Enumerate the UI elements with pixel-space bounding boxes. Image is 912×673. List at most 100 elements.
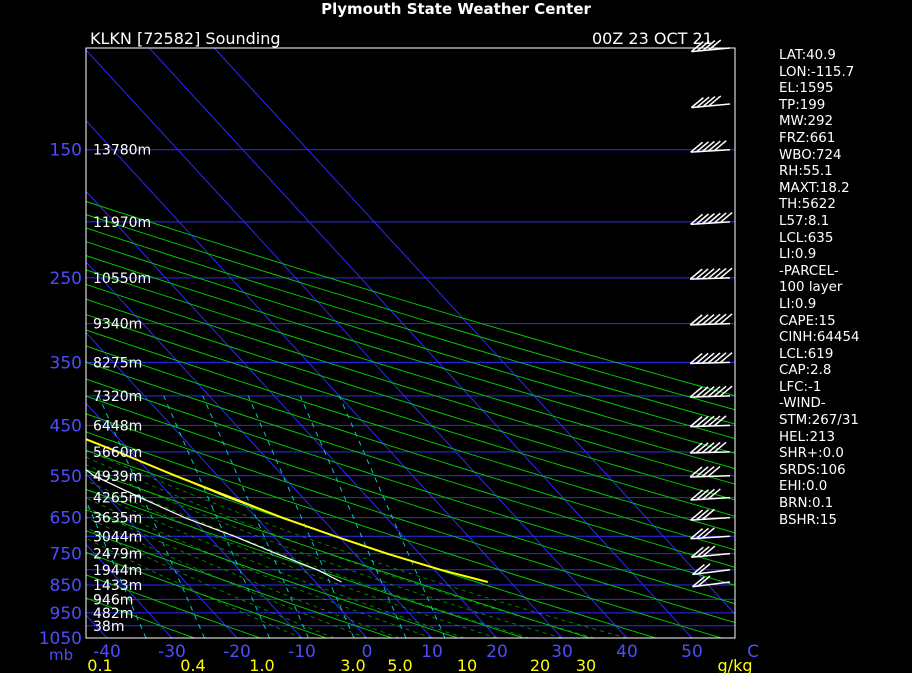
dry-adiabat	[86, 488, 524, 638]
wind-barb	[689, 415, 731, 428]
stat-line: EL:1595	[779, 81, 834, 97]
height-label: 10550m	[93, 271, 151, 287]
wind-barb	[690, 508, 731, 521]
mixing-ratio-line	[299, 395, 407, 638]
stat-line: SHR+:0.0	[779, 446, 844, 462]
moist-adiabat	[86, 537, 303, 638]
mixing-ratio-unit-label: g/kg	[718, 656, 753, 673]
stat-line: MAXT:18.2	[779, 180, 850, 196]
plot-area	[0, 48, 735, 638]
stat-line: BSHR:15	[779, 512, 837, 528]
stat-line: 100 layer	[779, 280, 843, 296]
wind-barb	[690, 527, 731, 540]
moist-adiabat	[86, 480, 498, 638]
stat-line: FRZ:661	[779, 130, 836, 146]
stat-line: HEL:213	[779, 429, 836, 445]
parcel-line	[86, 438, 488, 583]
stat-line: STM:267/31	[779, 413, 859, 429]
stat-line: CINH:64454	[779, 330, 860, 346]
station-label: KLKN [72582] Sounding	[90, 29, 281, 48]
stat-line: LCL:619	[779, 346, 834, 362]
wind-barb	[690, 545, 731, 558]
pressure-label: 150	[50, 141, 82, 161]
dry-adiabat	[86, 361, 735, 568]
stat-line: -WIND-	[779, 396, 826, 412]
dry-adiabat	[86, 298, 735, 501]
height-label: 4265m	[93, 491, 142, 507]
stat-line: RH:55.1	[779, 164, 833, 180]
height-label: 1433m	[93, 578, 142, 594]
isotherm-line	[0, 48, 42, 638]
temperature-tick-label: 20	[486, 642, 508, 662]
height-label: 5660m	[93, 445, 142, 461]
mixing-ratio-line	[338, 395, 446, 638]
mixing-ratio-line	[247, 395, 355, 638]
mixing-ratio-line	[163, 395, 270, 638]
stat-line: SRDS:106	[779, 462, 846, 478]
isotherm-line	[86, 402, 303, 638]
mixing-ratio-line	[86, 499, 147, 638]
height-label: 7320m	[93, 389, 142, 405]
stat-line: MW:292	[779, 114, 834, 130]
stat-line: LON:-115.7	[779, 64, 855, 80]
pressure-label: 850	[50, 576, 82, 596]
temperature-tick-label: -30	[158, 642, 186, 662]
height-label: 482m	[93, 606, 133, 622]
stat-line: LCL:635	[779, 230, 834, 246]
dry-adiabat	[86, 283, 735, 485]
temperature-tick-label: 50	[681, 642, 703, 662]
stat-line: BRN:0.1	[779, 496, 834, 512]
stat-line: LAT:40.9	[779, 48, 836, 63]
mixing-ratio-tick-label: 5.0	[387, 656, 412, 673]
stat-line: LFC:-1	[779, 379, 822, 395]
height-label: 38m	[93, 619, 124, 635]
stat-line: WBO:724	[779, 147, 842, 163]
mixing-ratio-tick-label: 3.0	[340, 656, 365, 673]
dry-adiabat	[86, 574, 261, 638]
temperature-tick-label: 40	[616, 642, 638, 662]
mixing-ratio-tick-label: 20	[530, 656, 550, 673]
isotherm-line	[86, 261, 433, 638]
pressure-label: 950	[50, 604, 82, 624]
stat-line: LI:0.9	[779, 296, 817, 312]
dry-adiabat	[86, 200, 735, 397]
isotherm-line	[86, 49, 628, 638]
height-label: 8275m	[93, 355, 142, 371]
height-label: 3044m	[93, 529, 142, 545]
pressure-unit-label: mb	[49, 646, 73, 664]
pressure-label: 450	[50, 416, 82, 436]
isotherm-line	[86, 119, 563, 638]
moist-adiabat	[86, 506, 400, 638]
isotherm-line	[86, 473, 238, 638]
pressure-label: 550	[50, 467, 82, 487]
dry-adiabat	[86, 449, 656, 638]
height-label: 13780m	[93, 143, 151, 159]
moist-adiabat	[86, 488, 465, 638]
height-label: 9340m	[93, 317, 142, 333]
temperature-tick-label: 0	[362, 642, 373, 662]
dry-adiabat	[86, 214, 735, 411]
temperature-tick-label: -10	[288, 642, 316, 662]
mixing-ratio-tick-label: 10	[457, 656, 477, 673]
sounding-stats-panel: LAT:40.9 LON:-115.7 EL:1595 TP:199 MW:292 FRZ…	[779, 48, 860, 529]
date-label: 00Z 23 OCT 21	[592, 29, 713, 48]
dry-adiabat	[86, 313, 735, 517]
wind-barb	[691, 575, 731, 588]
dry-adiabat	[86, 413, 735, 624]
dry-adiabat	[86, 345, 735, 551]
wind-barb	[690, 140, 731, 153]
mixing-ratio-tick-label: 0.4	[180, 656, 205, 673]
dry-adiabat	[86, 227, 735, 425]
dry-adiabat	[86, 469, 590, 638]
wind-barb	[689, 267, 733, 280]
dewpoint-line	[86, 469, 342, 583]
wind-barb	[689, 352, 733, 365]
isotherm-line	[213, 48, 735, 615]
temperature-tick-label: -20	[223, 642, 251, 662]
dry-adiabat	[86, 509, 459, 638]
pressure-label: 1050	[39, 629, 82, 649]
plot-frame	[85, 47, 736, 639]
moist-adiabat	[86, 456, 595, 638]
stat-line: LI:0.9	[779, 247, 817, 263]
moist-adiabat	[86, 497, 433, 638]
